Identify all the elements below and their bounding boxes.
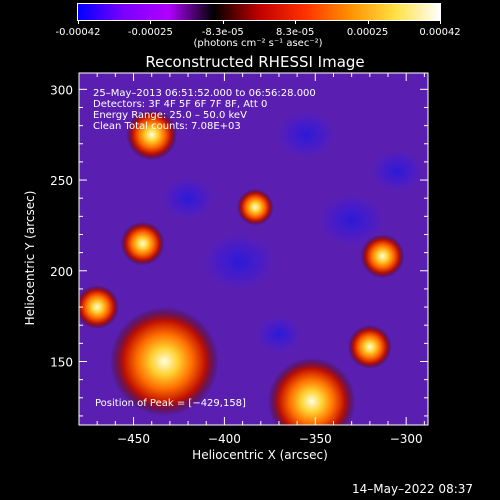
colorbar-tick-mark (367, 20, 369, 24)
heatmap-dim-region (273, 108, 339, 161)
colorbar-tick-mark (150, 20, 152, 24)
x-tick-label: −300 (390, 432, 423, 446)
heatmap-bright-source (109, 306, 219, 417)
heatmap-bright-source (126, 109, 178, 161)
colorbar-tick-mark (295, 20, 297, 24)
colorbar-tick-mark (222, 20, 224, 24)
colorbar-tick-label: -8.3e-05 (201, 27, 244, 38)
heatmap-bright-source (348, 325, 392, 369)
x-tick-label: −400 (208, 432, 241, 446)
info-line-1: 25–May–2013 06:51:52.000 to 06:56:28.000 (93, 88, 316, 99)
colorbar-tick-label: -0.00025 (127, 27, 173, 38)
y-tick-label: 150 (50, 355, 73, 369)
heatmap-dim-region (253, 313, 305, 355)
heatmap-dim-region (315, 190, 389, 250)
info-line-3: Energy Range: 25.0 – 50.0 keV (93, 110, 247, 121)
colorbar-tick-mark (78, 20, 79, 24)
heatmap-dim-region (158, 174, 218, 222)
heatmap-bright-source (360, 234, 405, 279)
y-tick-label: 300 (50, 83, 73, 97)
colorbar-units: (photons cm⁻² s⁻¹ asec⁻²) (193, 38, 323, 49)
heatmap-bright-source (237, 189, 274, 226)
chart-title: Reconstructed RHESSI Image (145, 53, 365, 71)
heatmap-bright-source (268, 357, 356, 425)
colorbar-tick-label: 0.00042 (419, 27, 461, 38)
x-axis-label: Heliocentric X (arcsec) (192, 448, 328, 462)
timestamp: 14–May–2022 08:37 (352, 482, 474, 496)
colorbar-tick-label: 0.00025 (346, 27, 389, 38)
x-tick-label: −350 (299, 432, 332, 446)
heatmap-dim-region (368, 147, 427, 195)
x-tick-label: −450 (117, 432, 150, 446)
heatmap-bright-source (120, 221, 165, 266)
peak-position-label: Position of Peak = [−429,158] (95, 398, 246, 409)
colorbar (77, 3, 441, 21)
heatmap-dim-region (198, 229, 279, 294)
info-line-2: Detectors: 3F 4F 5F 6F 7F 8F, Att 0 (93, 99, 268, 110)
info-line-4: Clean Total counts: 7.08E+03 (93, 121, 241, 132)
colorbar-tick-label: -0.00042 (55, 27, 101, 38)
colorbar-tick-label: 8.3e-05 (275, 27, 315, 38)
heatmap-bright-source (79, 285, 119, 329)
y-tick-label: 200 (50, 265, 73, 279)
colorbar-tick-mark (440, 20, 441, 24)
plot-frame (78, 72, 429, 426)
y-tick-label: 250 (50, 174, 73, 188)
y-axis-label: Heliocentric Y (arcsec) (23, 190, 37, 326)
